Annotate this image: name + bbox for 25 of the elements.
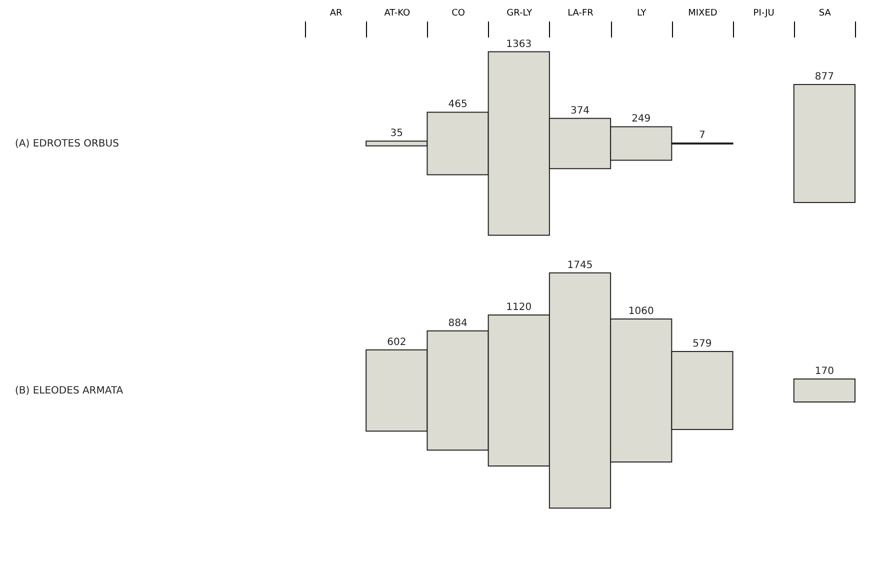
data-label: 465 <box>448 99 468 110</box>
category-label: LA-FR <box>568 8 594 18</box>
data-label: 877 <box>814 72 834 82</box>
data-label: 579 <box>692 338 712 350</box>
category-label: CO <box>452 8 465 18</box>
category-label: GR-LY <box>506 8 533 18</box>
data-label: 1745 <box>567 260 593 271</box>
text: (A) EDROTES ORBUS <box>15 138 119 150</box>
data-label: 249 <box>632 114 651 125</box>
data-label: 602 <box>387 336 406 348</box>
category-label: SA <box>818 8 832 18</box>
category-label: AR <box>330 8 342 18</box>
data-label: 374 <box>570 105 590 116</box>
category-label: AT-KO <box>384 8 410 18</box>
data-label: 1060 <box>628 306 654 318</box>
category-label: PI-JU <box>753 8 774 18</box>
data-label: 884 <box>448 318 468 329</box>
data-label: 1120 <box>506 302 532 313</box>
data-label: 7 <box>699 130 706 142</box>
data-label: 1363 <box>506 38 532 50</box>
data-label: 35 <box>390 128 404 140</box>
category-label: MIXED <box>688 8 718 18</box>
text: (B) ELEODES ARMATA <box>15 386 124 396</box>
data-label: 170 <box>814 366 834 378</box>
category-label: LY <box>636 8 647 18</box>
